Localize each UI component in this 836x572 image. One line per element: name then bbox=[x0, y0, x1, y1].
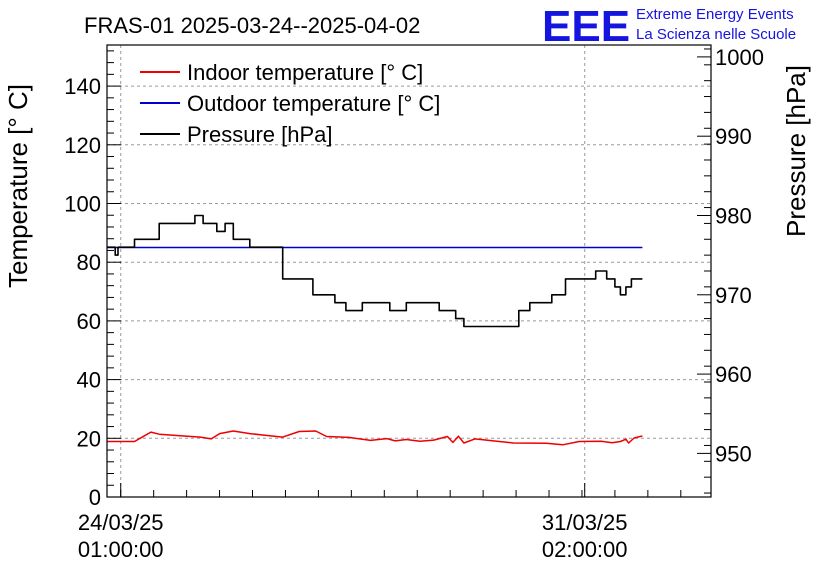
series-lines bbox=[107, 214, 643, 446]
y-tick-label: 80 bbox=[77, 250, 101, 275]
y-tick-label: 60 bbox=[77, 309, 101, 334]
chart-title: FRAS-01 2025-03-24--2025-04-02 bbox=[84, 13, 420, 38]
legend-label-0: Indoor temperature [° C] bbox=[187, 60, 423, 85]
x-tick-label-time: 02:00:00 bbox=[542, 537, 628, 562]
y2-tick-label: 950 bbox=[715, 441, 752, 466]
y2-tick-label: 970 bbox=[715, 283, 752, 308]
legend-label-2: Pressure [hPa] bbox=[187, 122, 333, 147]
eee-logo-mark: EEE bbox=[542, 2, 630, 51]
y-tick-label: 140 bbox=[64, 74, 101, 99]
y2-tick-label: 1000 bbox=[715, 45, 764, 70]
y-tick-label: 120 bbox=[64, 133, 101, 158]
y2-tick-label: 980 bbox=[715, 203, 752, 228]
y-tick-label: 20 bbox=[77, 426, 101, 451]
legend-label-1: Outdoor temperature [° C] bbox=[187, 91, 440, 116]
series-line-0 bbox=[107, 430, 643, 446]
eee-logo: EEE Extreme Energy Events La Scienza nel… bbox=[542, 2, 796, 51]
y2-tick-label: 960 bbox=[715, 362, 752, 387]
y-tick-label: 0 bbox=[89, 485, 101, 510]
x-tick-label-time: 01:00:00 bbox=[78, 537, 164, 562]
series-line-2 bbox=[107, 214, 643, 328]
legend: Indoor temperature [° C] Outdoor temperat… bbox=[140, 60, 440, 147]
y-tick-label: 40 bbox=[77, 368, 101, 393]
eee-logo-line1: Extreme Energy Events bbox=[636, 6, 794, 23]
x-tick-label-date: 24/03/25 bbox=[78, 510, 164, 535]
y2-axis-label: Pressure [hPa] bbox=[781, 65, 811, 237]
x-tick-label-date: 31/03/25 bbox=[542, 510, 628, 535]
y-axis-label: Temperature [° C] bbox=[3, 84, 33, 288]
y2-tick-label: 990 bbox=[715, 124, 752, 149]
grid bbox=[107, 45, 711, 497]
eee-logo-line2: La Scienza nelle Scuole bbox=[636, 26, 796, 43]
axes: 0 20 40 60 80 100 120 140 950 960 970 980 990 1000 24/… bbox=[64, 45, 764, 562]
y-tick-label: 100 bbox=[64, 191, 101, 216]
